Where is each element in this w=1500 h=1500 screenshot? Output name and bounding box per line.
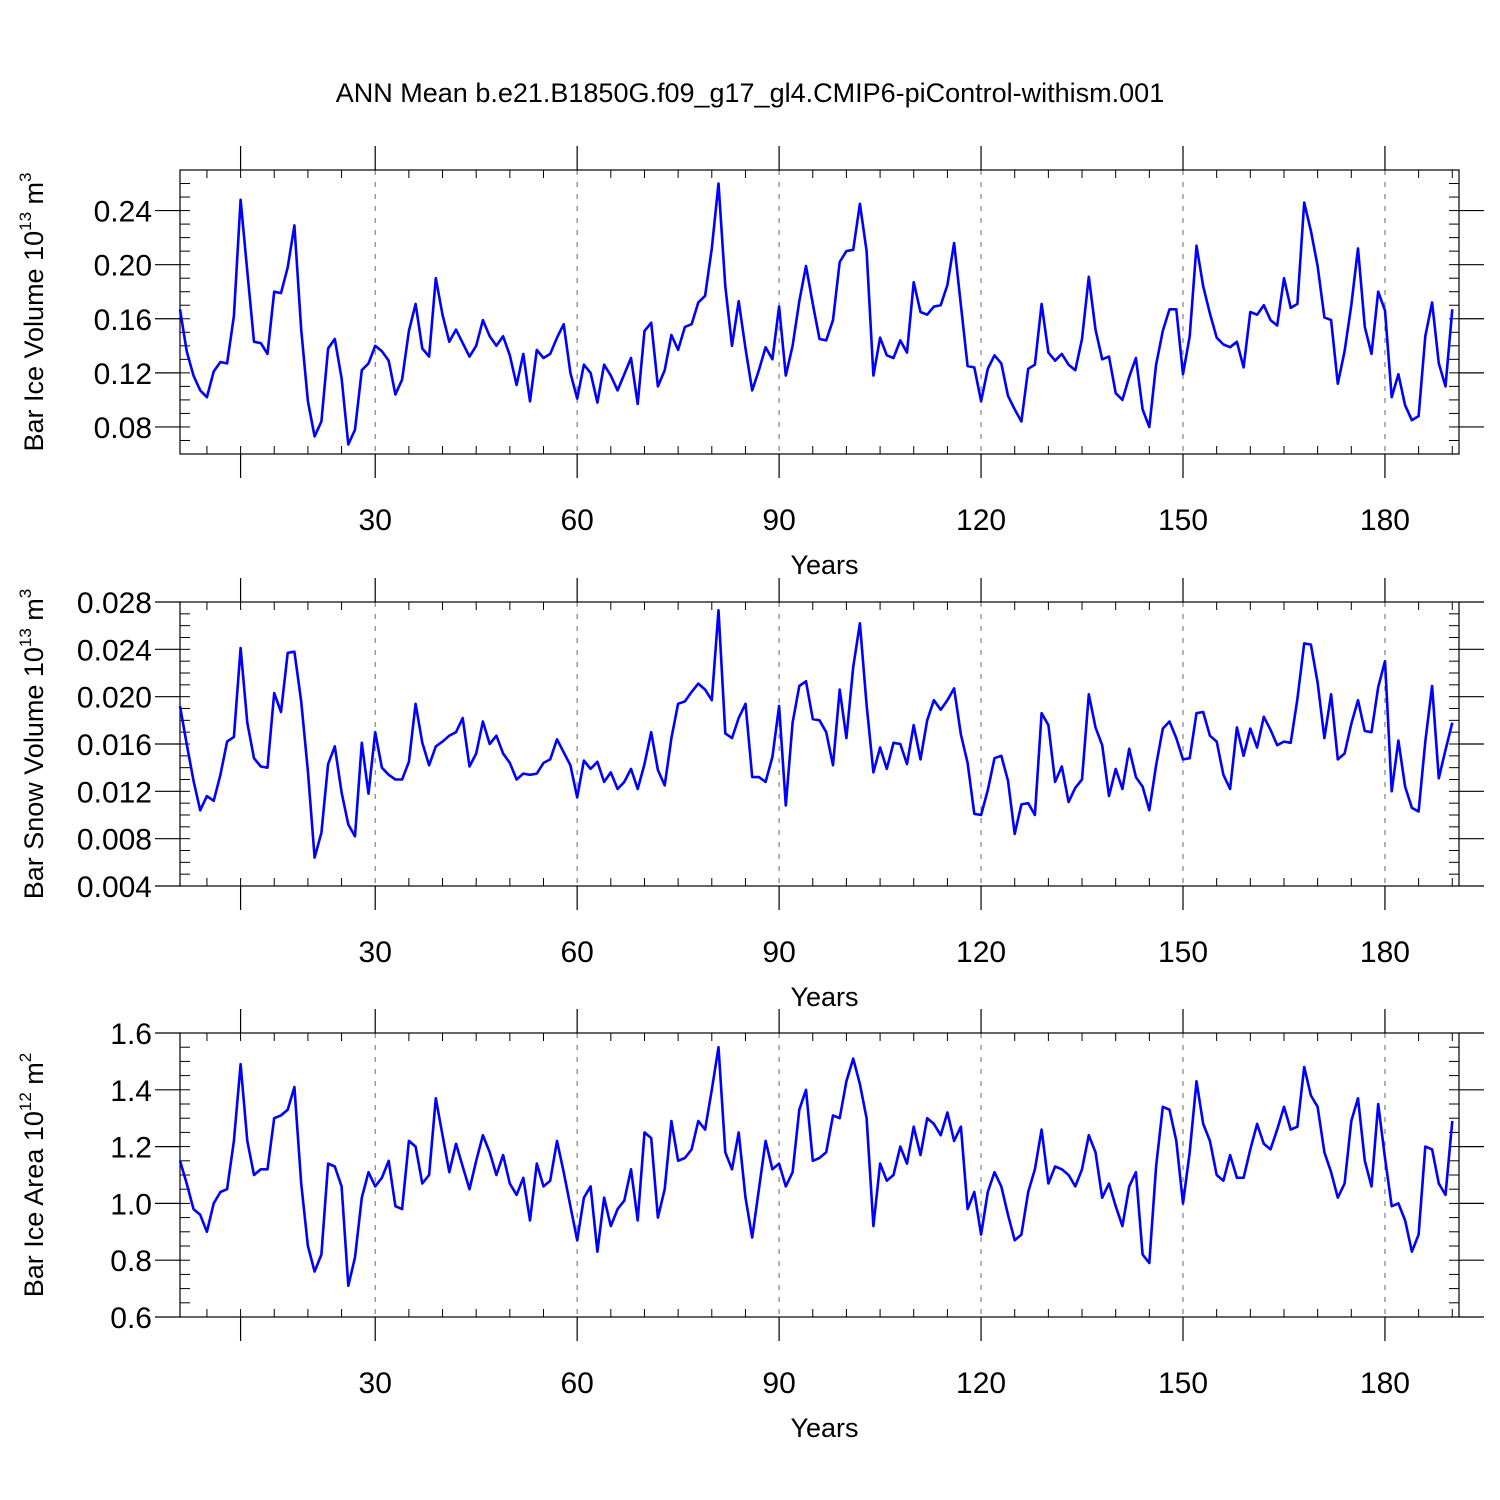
x-tick-label: 30 <box>359 1367 392 1400</box>
y-axis-label-unit: m <box>19 182 49 212</box>
y-tick-label: 0.8 <box>110 1245 152 1278</box>
y-tick-label: 0.008 <box>77 824 152 857</box>
y-axis-label: Bar Snow Volume 1013 m3 <box>16 589 49 900</box>
y-axis-label-exponent: 12 <box>16 1092 35 1111</box>
x-tick-label: 180 <box>1360 936 1410 969</box>
plot-frame <box>179 1032 1460 1318</box>
data-series-line <box>178 182 1454 446</box>
data-series-line <box>178 608 1454 859</box>
y-tick-label: 1.6 <box>110 1018 152 1051</box>
y-tick-label: 0.08 <box>94 412 152 445</box>
x-tick-label: 30 <box>359 936 392 969</box>
y-tick-label: 1.0 <box>110 1188 152 1221</box>
x-tick-label: 120 <box>956 504 1006 537</box>
y-axis-label-unit: m <box>19 1062 49 1092</box>
x-tick-label: 90 <box>762 504 795 537</box>
y-axis-label-text: Bar Ice Area 10 <box>19 1111 49 1297</box>
data-series-line <box>178 1045 1454 1288</box>
y-axis-label-unit: m <box>19 598 49 628</box>
y-tick-label: 0.016 <box>77 729 152 762</box>
y-tick-label: 0.12 <box>94 358 152 391</box>
y-axis-label-unit-exponent: 3 <box>16 589 35 598</box>
x-tick-label: 90 <box>762 1367 795 1400</box>
x-tick-label: 60 <box>560 504 593 537</box>
y-axis-label-exponent: 13 <box>16 628 35 647</box>
x-tick-label: 60 <box>560 1367 593 1400</box>
panel-snow-volume: 30 60 90 120 150 180 0.004 0.008 0.012 0.016 0.020… <box>16 578 1484 1012</box>
x-tick-label: 150 <box>1158 936 1208 969</box>
x-axis-label: Years <box>790 1413 858 1443</box>
panel-ice-volume: 30 60 90 120 150 180 0.08 0.12 0.16 0.20 0.24 Years… <box>16 146 1484 580</box>
y-axis-label-text: Bar Ice Volume 10 <box>19 231 49 452</box>
y-axis-label-text: Bar Snow Volume 10 <box>19 647 49 899</box>
x-tick-label: 60 <box>560 936 593 969</box>
x-tick-label: 150 <box>1158 504 1208 537</box>
y-tick-label: 0.012 <box>77 776 152 809</box>
y-tick-label: 0.028 <box>77 587 152 620</box>
x-axis-label: Years <box>790 550 858 580</box>
x-tick-label: 120 <box>956 1367 1006 1400</box>
y-tick-label: 0.20 <box>94 250 152 283</box>
plot-frame <box>179 601 1460 887</box>
y-tick-label: 0.004 <box>77 871 152 904</box>
y-tick-label: 0.16 <box>94 304 152 337</box>
x-axis-label: Years <box>790 982 858 1012</box>
y-tick-label: 0.020 <box>77 682 152 715</box>
x-tick-label: 30 <box>359 504 392 537</box>
y-tick-label: 1.2 <box>110 1132 152 1165</box>
x-tick-label: 150 <box>1158 1367 1208 1400</box>
x-tick-label: 120 <box>956 936 1006 969</box>
y-axis-label-exponent: 13 <box>16 212 35 231</box>
y-axis-label-unit-exponent: 2 <box>16 1053 35 1062</box>
y-tick-label: 0.6 <box>110 1302 152 1335</box>
y-tick-label: 1.4 <box>110 1075 152 1108</box>
y-axis-label-unit-exponent: 3 <box>16 172 35 181</box>
y-axis-label: Bar Ice Area 1012 m2 <box>16 1053 49 1298</box>
y-tick-label: 0.024 <box>77 634 152 667</box>
x-tick-label: 180 <box>1360 504 1410 537</box>
x-tick-label: 90 <box>762 936 795 969</box>
x-tick-label: 180 <box>1360 1367 1410 1400</box>
panel-ice-area: 30 60 90 120 150 180 0.6 0.8 1.0 1.2 1.4 1.6 Years Ba… <box>16 1009 1484 1443</box>
y-axis-label: Bar Ice Volume 1013 m3 <box>16 172 49 451</box>
y-tick-label: 0.24 <box>94 196 152 229</box>
figure-title: ANN Mean b.e21.B1850G.f09_g17_gl4.CMIP6-… <box>335 78 1165 108</box>
